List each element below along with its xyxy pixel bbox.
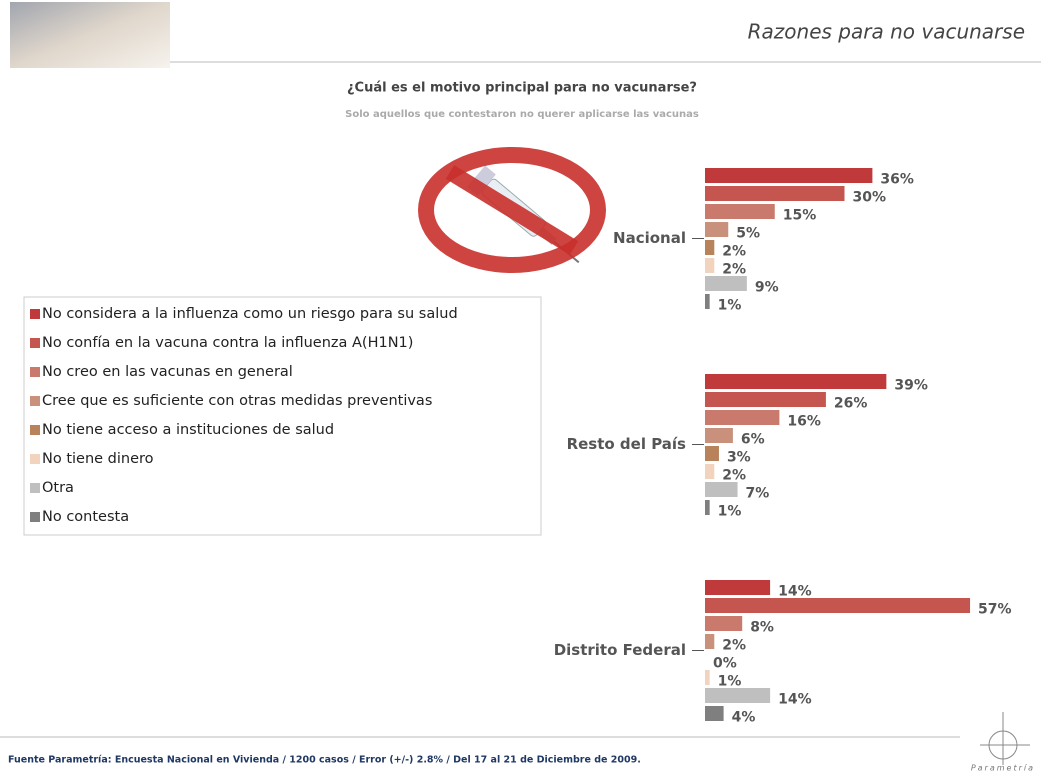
logo-mark [980, 712, 1030, 765]
legend-label: No tiene dinero [42, 451, 154, 467]
value-label: 1% [718, 298, 742, 314]
value-label: 4% [732, 710, 756, 726]
bar [705, 204, 775, 219]
legend-label: No creo en las vacunas en general [42, 364, 293, 380]
value-label: 6% [741, 432, 765, 448]
value-label: 2% [722, 468, 746, 484]
bar [705, 634, 715, 649]
legend-label: No contesta [42, 509, 129, 525]
header-title: Razones para no vacunarse [748, 20, 1025, 44]
value-label: 9% [755, 280, 779, 296]
bar [705, 258, 715, 273]
logo: Parametría [971, 764, 1035, 773]
legend-swatch [30, 309, 40, 319]
bar [705, 392, 826, 407]
legend-swatch [30, 512, 40, 522]
value-label: 5% [736, 226, 760, 242]
bar [705, 374, 887, 389]
value-label: 16% [787, 414, 821, 430]
legend-label: No tiene acceso a instituciones de salud [42, 422, 334, 438]
value-label: 14% [778, 692, 812, 708]
bar [705, 428, 733, 443]
bar [705, 464, 715, 479]
value-label: 2% [722, 262, 746, 278]
bar [705, 446, 719, 461]
bar [705, 500, 710, 515]
bar [705, 168, 873, 183]
value-label: 7% [746, 486, 770, 502]
legend-swatch [30, 454, 40, 464]
legend-swatch [30, 483, 40, 493]
legend-label: No considera a la influenza como un ries… [42, 306, 458, 322]
value-label: 26% [834, 396, 868, 412]
bar [705, 688, 771, 703]
value-label: 30% [853, 190, 887, 206]
category-label: Nacional [613, 229, 686, 247]
bar [705, 276, 747, 291]
bar [705, 186, 845, 201]
bar [705, 616, 743, 631]
value-label: 39% [894, 378, 928, 394]
category-label: Distrito Federal [554, 641, 686, 659]
bar [705, 410, 780, 425]
legend-swatch [30, 338, 40, 348]
bar [705, 670, 710, 685]
legend-label: No confía en la vacuna contra la influen… [42, 335, 413, 351]
legend-swatch [30, 367, 40, 377]
value-label: 57% [978, 602, 1012, 618]
value-label: 36% [880, 172, 914, 188]
bar [705, 222, 729, 237]
legend-swatch [30, 396, 40, 406]
legend-swatch [30, 425, 40, 435]
value-label: 0% [713, 656, 737, 672]
value-label: 2% [722, 638, 746, 654]
chart-title: ¿Cuál es el motivo principal para no vac… [347, 81, 697, 96]
value-label: 1% [718, 674, 742, 690]
header-image [10, 2, 170, 68]
bar [705, 240, 715, 255]
no-vaccine-icon [418, 147, 606, 273]
value-label: 15% [783, 208, 817, 224]
value-label: 1% [718, 504, 742, 520]
bar [705, 598, 971, 613]
legend-label: Cree que es suficiente con otras medidas… [42, 393, 432, 409]
bar [705, 706, 724, 721]
legend-box [23, 296, 542, 536]
legend-label: Otra [42, 480, 74, 496]
bar [705, 294, 710, 309]
value-label: 8% [750, 620, 774, 636]
value-label: 14% [778, 584, 812, 600]
category-label: Resto del País [567, 435, 686, 453]
bar [705, 580, 771, 595]
value-label: 2% [722, 244, 746, 260]
chart-subtitle: Solo aquellos que contestaron no querer … [345, 109, 699, 120]
footer-source: Fuente Parametría: Encuesta Nacional en … [8, 755, 641, 766]
bar [705, 482, 738, 497]
value-label: 3% [727, 450, 751, 466]
